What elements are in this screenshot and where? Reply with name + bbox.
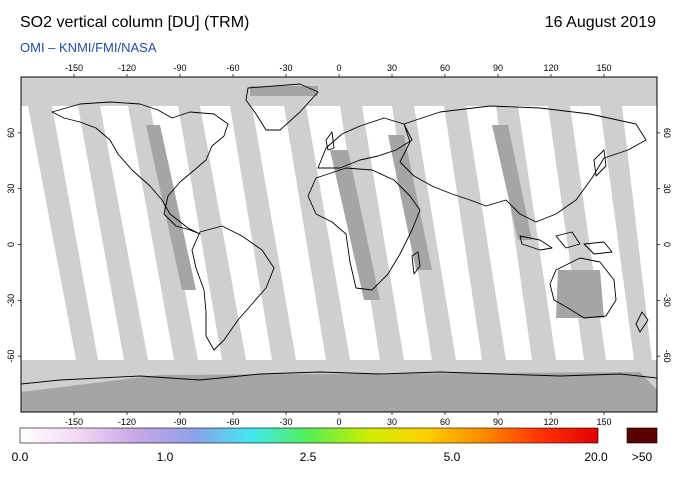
- lon-label-bottom: 150: [596, 417, 611, 427]
- lat-label-right: -30: [662, 294, 672, 307]
- colorbar-label-4: 20.0: [584, 450, 608, 464]
- lon-label-bottom: -90: [173, 417, 186, 427]
- lon-label-top: -60: [226, 63, 239, 73]
- lon-label-top: 0: [336, 63, 341, 73]
- lon-label-bottom: 120: [543, 417, 558, 427]
- lon-label-bottom: -150: [65, 417, 83, 427]
- lon-label-bottom: 90: [493, 417, 503, 427]
- lon-label-top: 60: [440, 63, 450, 73]
- colorbar: [19, 427, 599, 444]
- colorbar-overflow-box: [626, 427, 658, 444]
- map-date: 16 August 2019: [544, 14, 656, 31]
- lat-label-right: 30: [662, 184, 672, 194]
- lat-label-left: 30: [6, 184, 16, 194]
- lon-label-bottom: 60: [440, 417, 450, 427]
- data-credit: OMI – KNMI/FMI/NASA: [20, 40, 157, 55]
- lat-label-left: 60: [6, 128, 16, 138]
- map-plot-area: [21, 77, 657, 412]
- lon-label-top: 150: [596, 63, 611, 73]
- lat-label-left: 0: [6, 242, 16, 247]
- lat-label-left: -60: [6, 350, 16, 363]
- lon-label-top: 30: [387, 63, 397, 73]
- lon-label-bottom: -60: [226, 417, 239, 427]
- colorbar-label-0: 0.0: [12, 450, 29, 464]
- map-axes: -150 -150 -120 -120 -90 -90 -60 -60 -30 -30 0 0 30 30…: [6, 63, 672, 427]
- lat-label-left: -30: [6, 294, 16, 307]
- lon-label-top: -30: [279, 63, 292, 73]
- colorbar-label-3: 5.0: [444, 450, 461, 464]
- lon-label-top: -90: [173, 63, 186, 73]
- lon-label-bottom: 0: [336, 417, 341, 427]
- lon-label-bottom: -120: [118, 417, 136, 427]
- colorbar-label-1: 1.0: [157, 450, 174, 464]
- lat-label-right: 60: [662, 128, 672, 138]
- map-title: SO2 vertical column [DU] (TRM): [20, 14, 250, 31]
- dark-swaths: [21, 86, 657, 412]
- lon-label-top: -120: [118, 63, 136, 73]
- lon-label-top: 120: [543, 63, 558, 73]
- lon-label-top: 90: [493, 63, 503, 73]
- colorbar-label-5: >50: [632, 450, 653, 464]
- colorbar-label-2: 2.5: [300, 450, 317, 464]
- lon-label-bottom: 30: [387, 417, 397, 427]
- lon-label-bottom: -30: [279, 417, 292, 427]
- lon-label-top: -150: [65, 63, 83, 73]
- lat-label-right: 0: [662, 242, 672, 247]
- coastlines: [21, 83, 657, 412]
- lat-label-right: -60: [662, 350, 672, 363]
